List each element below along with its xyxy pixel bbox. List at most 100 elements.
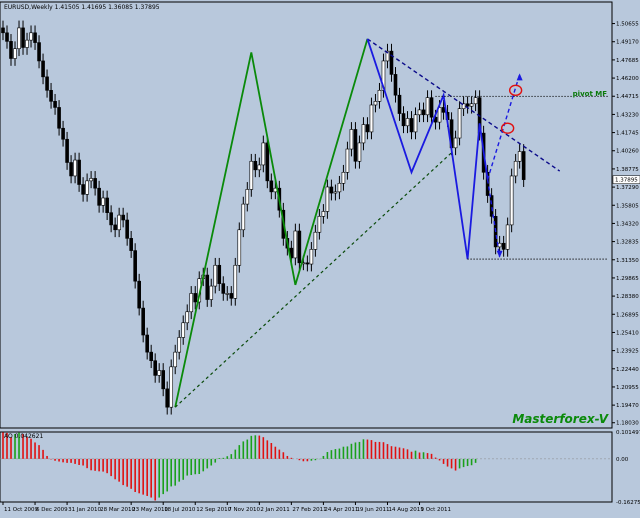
candle-body: [193, 293, 198, 303]
candle-body: [45, 76, 49, 91]
candle-body: [333, 191, 338, 194]
price-tick-label: 1.49170: [616, 40, 639, 46]
candle-body: [165, 388, 170, 408]
candle-body: [65, 138, 69, 163]
date-tick-label: 31 Jan 2010: [68, 507, 101, 513]
candle-body: [381, 60, 386, 91]
candle-body: [21, 27, 25, 48]
candle-body: [161, 370, 165, 390]
candle-body: [81, 184, 85, 195]
price-tick-label: 1.19470: [616, 403, 639, 409]
candle-body: [85, 180, 89, 195]
candle-body: [485, 171, 490, 196]
candle-body: [217, 264, 222, 284]
candle-body: [33, 32, 37, 43]
date-tick-label: 24 Apr 2011: [324, 507, 358, 513]
candle-body: [297, 230, 302, 264]
date-tick-label: 27 Feb 2011: [292, 507, 326, 513]
candle-body: [421, 109, 426, 116]
price-tick-label: 1.20955: [616, 385, 639, 391]
candle-body: [389, 50, 394, 75]
price-tick-label: 1.43230: [616, 112, 639, 118]
candle-body: [321, 211, 326, 217]
candle-body: [489, 195, 494, 217]
indicator-tick-label: 0.101497: [616, 430, 640, 436]
candle-body: [29, 32, 33, 41]
price-tick-label: 1.28380: [616, 294, 639, 300]
price-tick-label: 1.31350: [616, 258, 639, 264]
candle-body: [397, 94, 402, 114]
candle-body: [1, 27, 5, 34]
candle-body: [437, 107, 442, 123]
candle-body: [305, 262, 310, 265]
candle-body: [129, 238, 133, 251]
date-tick-label: 23 May 2010: [132, 507, 168, 513]
price-tick-label: 1.50655: [616, 22, 639, 28]
candle-body: [501, 242, 506, 250]
candle-body: [133, 250, 137, 282]
date-tick-label: 28 Mar 2010: [100, 507, 135, 513]
candle-body: [177, 337, 182, 353]
candle-body: [365, 124, 370, 133]
candle-body: [465, 103, 470, 107]
candle-body: [13, 48, 17, 59]
candle-body: [325, 186, 330, 212]
indicator-tick-label: 0.00: [616, 457, 629, 463]
candle-body: [205, 274, 210, 300]
price-tick-label: 1.41745: [616, 131, 639, 137]
indicator-tick-label: -0.162754: [616, 500, 640, 506]
candle-body: [509, 175, 514, 226]
candle-body: [41, 60, 45, 78]
candle-body: [9, 41, 13, 59]
candle-body: [149, 351, 153, 362]
candle-body: [57, 107, 61, 129]
candle-body: [361, 124, 366, 144]
candle-body: [93, 178, 97, 189]
support-trendline: [174, 152, 452, 408]
candle-body: [521, 151, 526, 180]
date-tick-label: 6 Dec 2009: [36, 507, 68, 513]
candle-body: [457, 108, 462, 139]
date-tick-label: 9 Oct 2011: [421, 507, 452, 513]
date-tick-label: 18 Jul 2010: [164, 507, 196, 513]
candle-body: [337, 182, 342, 193]
price-pane-frame: [0, 1, 613, 429]
price-tick-label: 1.18030: [616, 421, 639, 427]
date-tick-label: 7 Nov 2010: [228, 507, 260, 513]
candle-body: [253, 160, 258, 171]
candle-body: [77, 159, 81, 185]
candle-body: [353, 129, 358, 162]
candle-body: [89, 178, 93, 182]
current-price-label: 1.37895: [615, 178, 638, 184]
candle-body: [341, 171, 346, 184]
candle-body: [117, 214, 121, 231]
candle-body: [221, 283, 226, 294]
date-tick-label: 14 Aug 2011: [388, 507, 423, 513]
candle-body: [517, 151, 522, 162]
candle-body: [121, 214, 125, 221]
candle-body: [329, 186, 334, 194]
price-tick-label: 1.44715: [616, 94, 639, 100]
resistance-trendline: [367, 38, 561, 172]
target-circle: [508, 84, 523, 97]
arrow-up-head: [516, 73, 523, 81]
candle-body: [469, 103, 474, 107]
candle-body: [473, 97, 478, 105]
arrow-down-head: [496, 250, 503, 258]
blue-wave-line: [366, 38, 489, 260]
target-circle: [500, 122, 515, 134]
price-tick-label: 1.40260: [616, 149, 639, 155]
candle-body: [497, 242, 502, 248]
candle-body: [369, 104, 374, 133]
candle-body: [257, 164, 262, 171]
candle-body: [237, 229, 242, 266]
price-tick-label: 1.35805: [616, 203, 639, 209]
candle-body: [349, 129, 354, 150]
candle-body: [309, 249, 314, 265]
candle-body: [385, 50, 390, 62]
candle-body: [393, 74, 398, 96]
candle-body: [109, 212, 113, 226]
candle-body: [61, 127, 65, 140]
